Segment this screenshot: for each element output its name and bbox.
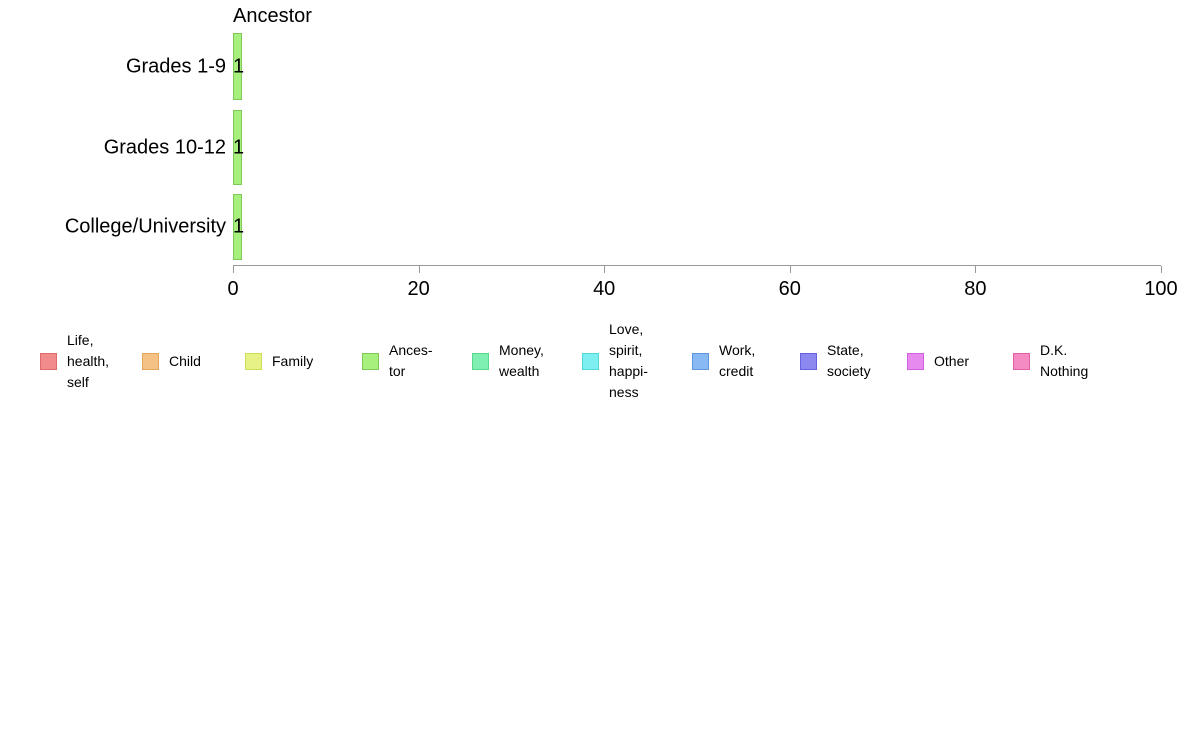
x-axis-tick-label: 20 — [407, 278, 430, 300]
chart-title: Ancestor — [233, 5, 312, 27]
x-axis-tick-label: 100 — [1144, 278, 1178, 300]
x-axis-tick — [789, 266, 791, 273]
legend-item[interactable]: Child — [142, 311, 201, 411]
bar-value-label: 1 — [233, 55, 245, 77]
legend-item[interactable]: Love, spirit, happi- ness — [582, 311, 648, 411]
bar[interactable] — [233, 194, 243, 260]
legend-item[interactable]: Other — [907, 311, 969, 411]
legend-label: Work, credit — [719, 342, 756, 379]
legend-label: Ances- tor — [389, 342, 433, 379]
x-axis-tick — [604, 266, 606, 273]
legend-label: State, society — [827, 342, 871, 379]
bar[interactable] — [233, 33, 243, 100]
legend-item[interactable]: Work, credit — [692, 311, 755, 411]
legend-swatch-icon — [582, 352, 599, 370]
x-axis-tick — [1161, 266, 1162, 273]
legend-swatch-icon — [40, 352, 57, 370]
bar-value-label: 1 — [233, 136, 245, 158]
category-label: Grades 1-9 — [125, 55, 226, 77]
bar[interactable] — [233, 110, 243, 185]
legend-label: Other — [934, 352, 970, 369]
legend-swatch-icon — [800, 352, 817, 370]
x-axis-tick-label: 60 — [778, 278, 801, 300]
x-axis-tick-label: 80 — [964, 278, 987, 300]
legend-swatch-icon — [362, 352, 379, 370]
legend-item[interactable]: Ances- tor — [362, 311, 433, 411]
x-axis-line — [233, 265, 1161, 266]
x-axis-tick-label: 40 — [593, 278, 616, 300]
x-axis-tick-label: 0 — [227, 278, 239, 300]
legend-swatch-icon — [1013, 352, 1030, 370]
bar-value-label: 1 — [233, 215, 245, 238]
legend-label: Money, wealth — [499, 342, 544, 379]
x-axis-tick — [233, 266, 234, 273]
legend-swatch-icon — [692, 352, 709, 370]
legend-item[interactable]: Money, wealth — [472, 311, 544, 411]
legend-swatch-icon — [472, 352, 489, 370]
legend-label: Child — [169, 352, 201, 369]
category-label: Grades 10-12 — [103, 136, 226, 158]
legend-item[interactable]: State, society — [800, 311, 871, 411]
x-axis-tick — [418, 266, 420, 273]
x-axis-tick — [975, 266, 977, 273]
legend-label: Love, spirit, happi- ness — [609, 321, 648, 400]
legend-label: Family — [272, 352, 314, 369]
legend-swatch-icon — [142, 352, 159, 370]
category-label: College/University — [64, 215, 226, 238]
legend-swatch-icon — [245, 352, 262, 370]
legend-item[interactable]: Life, health, self — [40, 311, 109, 411]
legend-swatch-icon — [907, 352, 924, 370]
legend-item[interactable]: Family — [245, 311, 313, 411]
legend-item[interactable]: D.K. Nothing — [1013, 311, 1088, 411]
legend-label: D.K. Nothing — [1040, 342, 1089, 379]
legend-label: Life, health, self — [67, 331, 110, 390]
